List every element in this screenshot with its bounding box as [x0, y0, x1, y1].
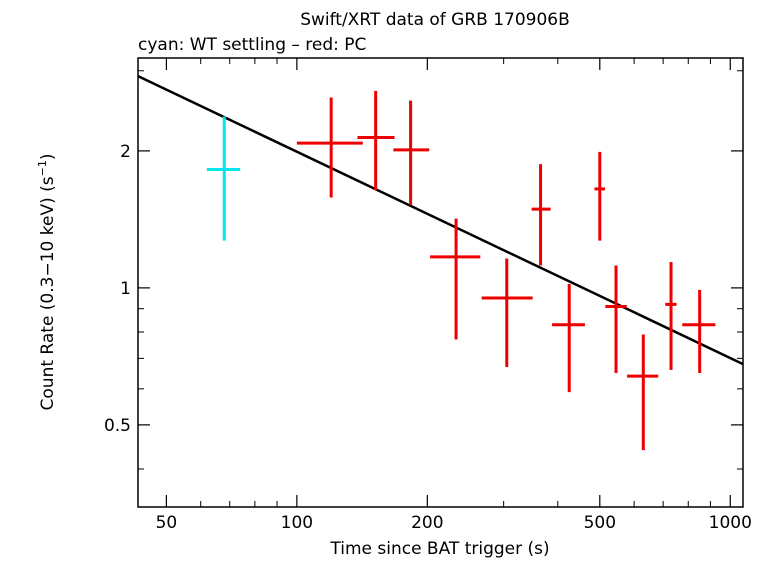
x-axis-label: Time since BAT trigger (s) [329, 539, 549, 558]
x-tick-label: 500 [584, 513, 616, 533]
chart-subtitle: cyan: WT settling – red: PC [138, 35, 366, 55]
x-tick-label: 50 [156, 513, 178, 533]
axis-ticks [138, 58, 743, 507]
data-point [481, 258, 533, 368]
data-point [357, 90, 395, 191]
data-point [206, 116, 241, 241]
data-point [552, 283, 585, 393]
fit-line [137, 74, 744, 366]
y-axis-label-close: ) [38, 154, 58, 161]
y-axis-label-sup: −1 [36, 160, 49, 176]
chart-title: Swift/XRT data of GRB 170906B [300, 10, 570, 30]
tick-labels: 50 100 200 500 1000 0.5 1 2 [104, 142, 752, 533]
data-point [531, 164, 551, 266]
x-tick-label: 100 [281, 513, 313, 533]
y-axis-label: Count Rate (0.3−10 keV) (s−1) [36, 154, 58, 411]
data-point [393, 100, 430, 206]
data-points [206, 90, 716, 451]
y-axis-label-main: Count Rate (0.3−10 keV) (s [38, 176, 58, 410]
data-point [665, 261, 677, 371]
x-tick-label: 200 [411, 513, 443, 533]
data-point [682, 289, 716, 374]
x-tick-label: 1000 [709, 513, 752, 533]
y-tick-label: 1 [120, 279, 131, 299]
y-tick-label: 2 [120, 142, 131, 162]
data-point [594, 151, 605, 241]
data-point [627, 334, 659, 451]
y-tick-label: 0.5 [104, 416, 131, 436]
data-point [296, 97, 363, 198]
data-point [430, 218, 481, 340]
plot-frame [137, 57, 744, 508]
data-point [605, 265, 627, 374]
fit-line-group [137, 74, 744, 366]
